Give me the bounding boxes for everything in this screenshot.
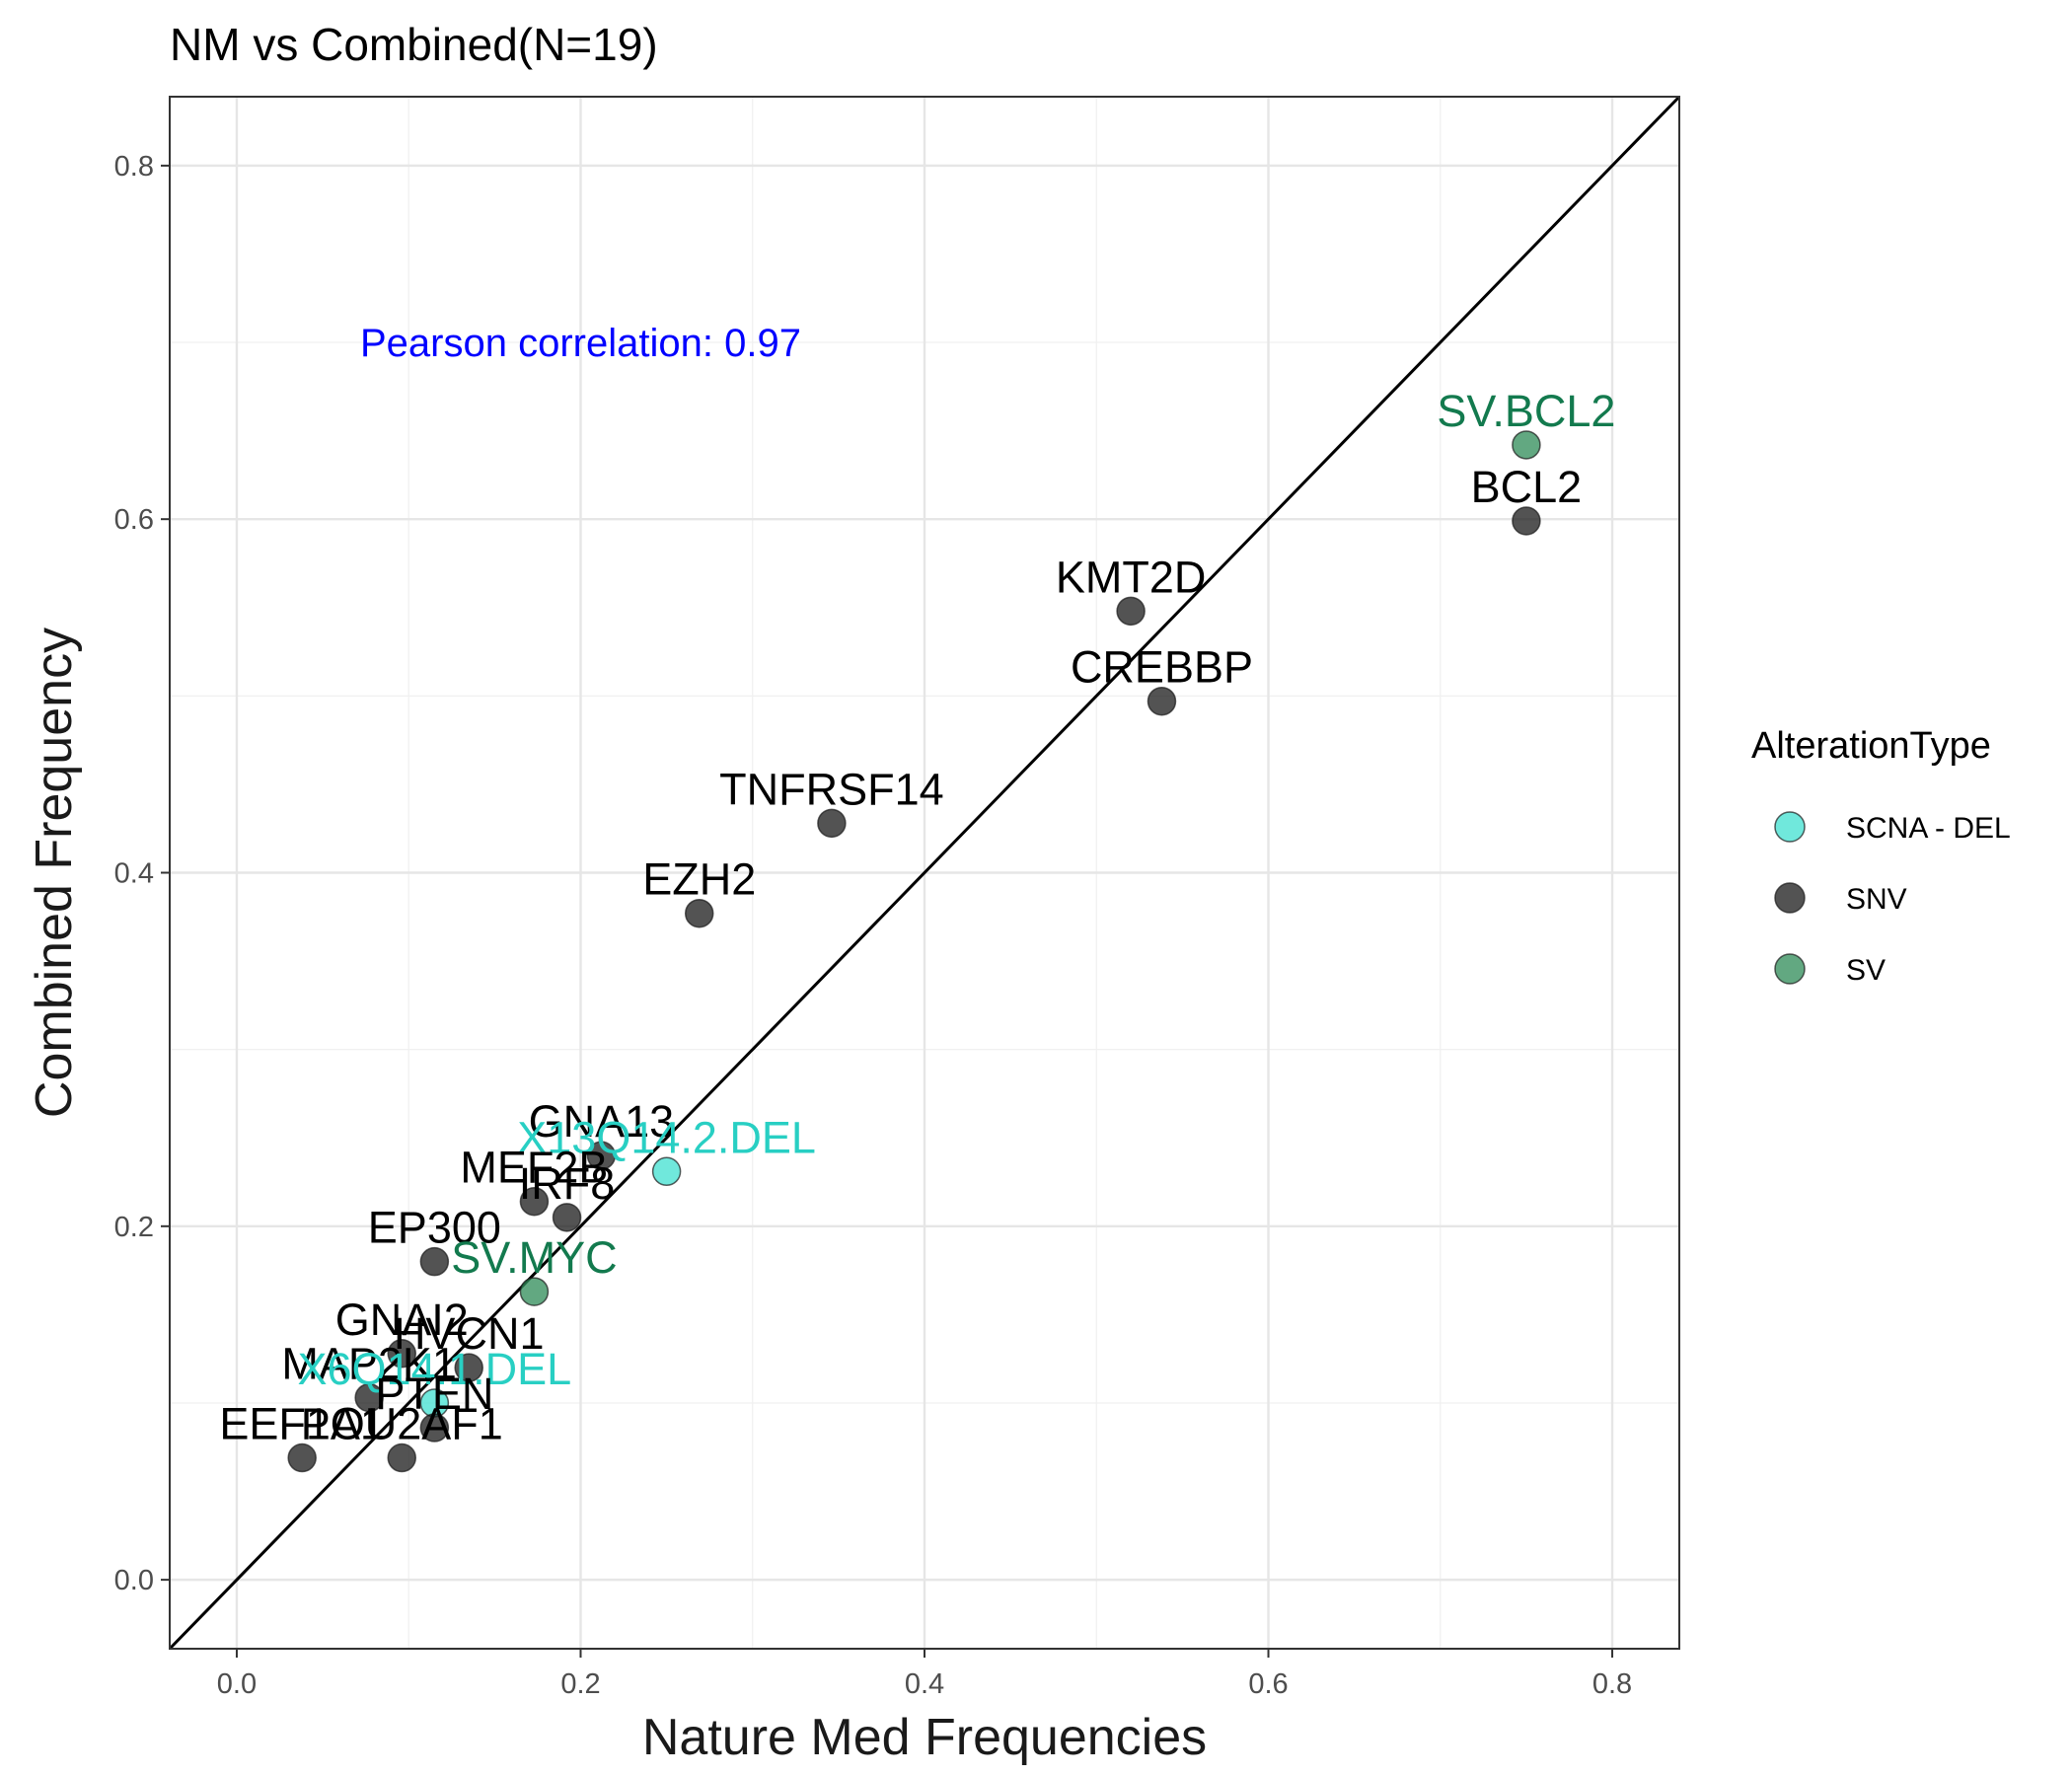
points-layer	[287, 430, 1541, 1473]
point-label: EZH2	[642, 854, 756, 905]
x-axis-title: Nature Med Frequencies	[642, 1709, 1207, 1766]
legend-key	[1774, 882, 1806, 914]
point-label: CREBBP	[1071, 642, 1253, 693]
point-label: KMT2D	[1056, 552, 1207, 602]
point-label: GNA13	[529, 1096, 675, 1147]
x-tick-label: 0.4	[905, 1668, 944, 1700]
data-point	[287, 1443, 317, 1473]
point-label: X6Q14.1.DEL	[298, 1344, 572, 1394]
x-tick-label: 0.8	[1592, 1668, 1632, 1700]
y-tick-label: 0.4	[114, 858, 154, 890]
data-point	[387, 1339, 417, 1369]
y-tick-label: 0.2	[114, 1212, 154, 1243]
data-point	[519, 1277, 550, 1306]
x-axis: 0.0 0.2 0.4 0.6 0.8	[217, 1649, 1632, 1700]
data-point	[586, 1141, 617, 1170]
x-tick-label: 0.2	[560, 1668, 600, 1700]
data-point	[519, 1186, 550, 1217]
point-label: BCL2	[1471, 462, 1583, 512]
data-point	[684, 898, 714, 928]
point-labels-layer: SV.BCL2BCL2KMT2DCREBBPTNFRSF14EZH2GNA13X…	[219, 386, 1615, 1449]
legend: AlterationType SCNA - DEL SNV SV	[1751, 725, 2011, 987]
y-axis: 0.0 0.2 0.4 0.6 0.8	[114, 151, 170, 1596]
y-tick-label: 0.0	[114, 1565, 154, 1596]
data-point	[1512, 506, 1541, 536]
reference-line-group	[168, 95, 1681, 1651]
data-point	[454, 1353, 483, 1382]
legend-label: SNV	[1846, 883, 1907, 916]
data-point	[419, 1246, 450, 1277]
point-label: MEF2B	[460, 1143, 608, 1193]
y-tick-label: 0.8	[114, 151, 154, 183]
point-label: SV.BCL2	[1437, 386, 1615, 436]
data-point	[387, 1443, 417, 1473]
point-label: IRF8	[519, 1158, 616, 1209]
point-label: EEF1A1	[219, 1399, 385, 1449]
point-label: HVCN1	[394, 1308, 545, 1359]
identity-reference-line	[168, 95, 1681, 1651]
point-label: TNFRSF14	[719, 764, 944, 814]
point-label: EP300	[368, 1203, 501, 1253]
data-point	[552, 1203, 582, 1232]
data-point	[651, 1156, 682, 1187]
chart-title: NM vs Combined(N=19)	[170, 19, 658, 70]
point-label: POU2AF1	[301, 1399, 503, 1449]
point-label: GNAI2	[335, 1295, 469, 1345]
legend-title: AlterationType	[1751, 725, 1991, 767]
data-point	[1116, 596, 1146, 627]
pearson-correlation-annotation: Pearson correlation: 0.97	[360, 322, 801, 365]
legend-key	[1774, 953, 1806, 985]
x-tick-label: 0.0	[217, 1668, 257, 1700]
point-label: PTEN	[375, 1369, 493, 1419]
data-point	[354, 1382, 384, 1413]
legend-label: SCNA - DEL	[1846, 812, 2011, 845]
point-label: X13Q14.2.DEL	[517, 1112, 816, 1162]
y-axis-title: Combined Frequency	[26, 628, 83, 1118]
point-label: SV.MYC	[451, 1232, 617, 1283]
legend-key	[1774, 811, 1806, 843]
data-point	[817, 808, 847, 839]
data-point	[1147, 686, 1177, 716]
legend-label: SV	[1846, 954, 1886, 987]
data-point	[419, 1413, 450, 1443]
point-label: MAP2K1	[281, 1339, 457, 1389]
y-tick-label: 0.6	[114, 504, 154, 536]
data-point	[1512, 430, 1541, 460]
x-tick-label: 0.6	[1248, 1668, 1288, 1700]
